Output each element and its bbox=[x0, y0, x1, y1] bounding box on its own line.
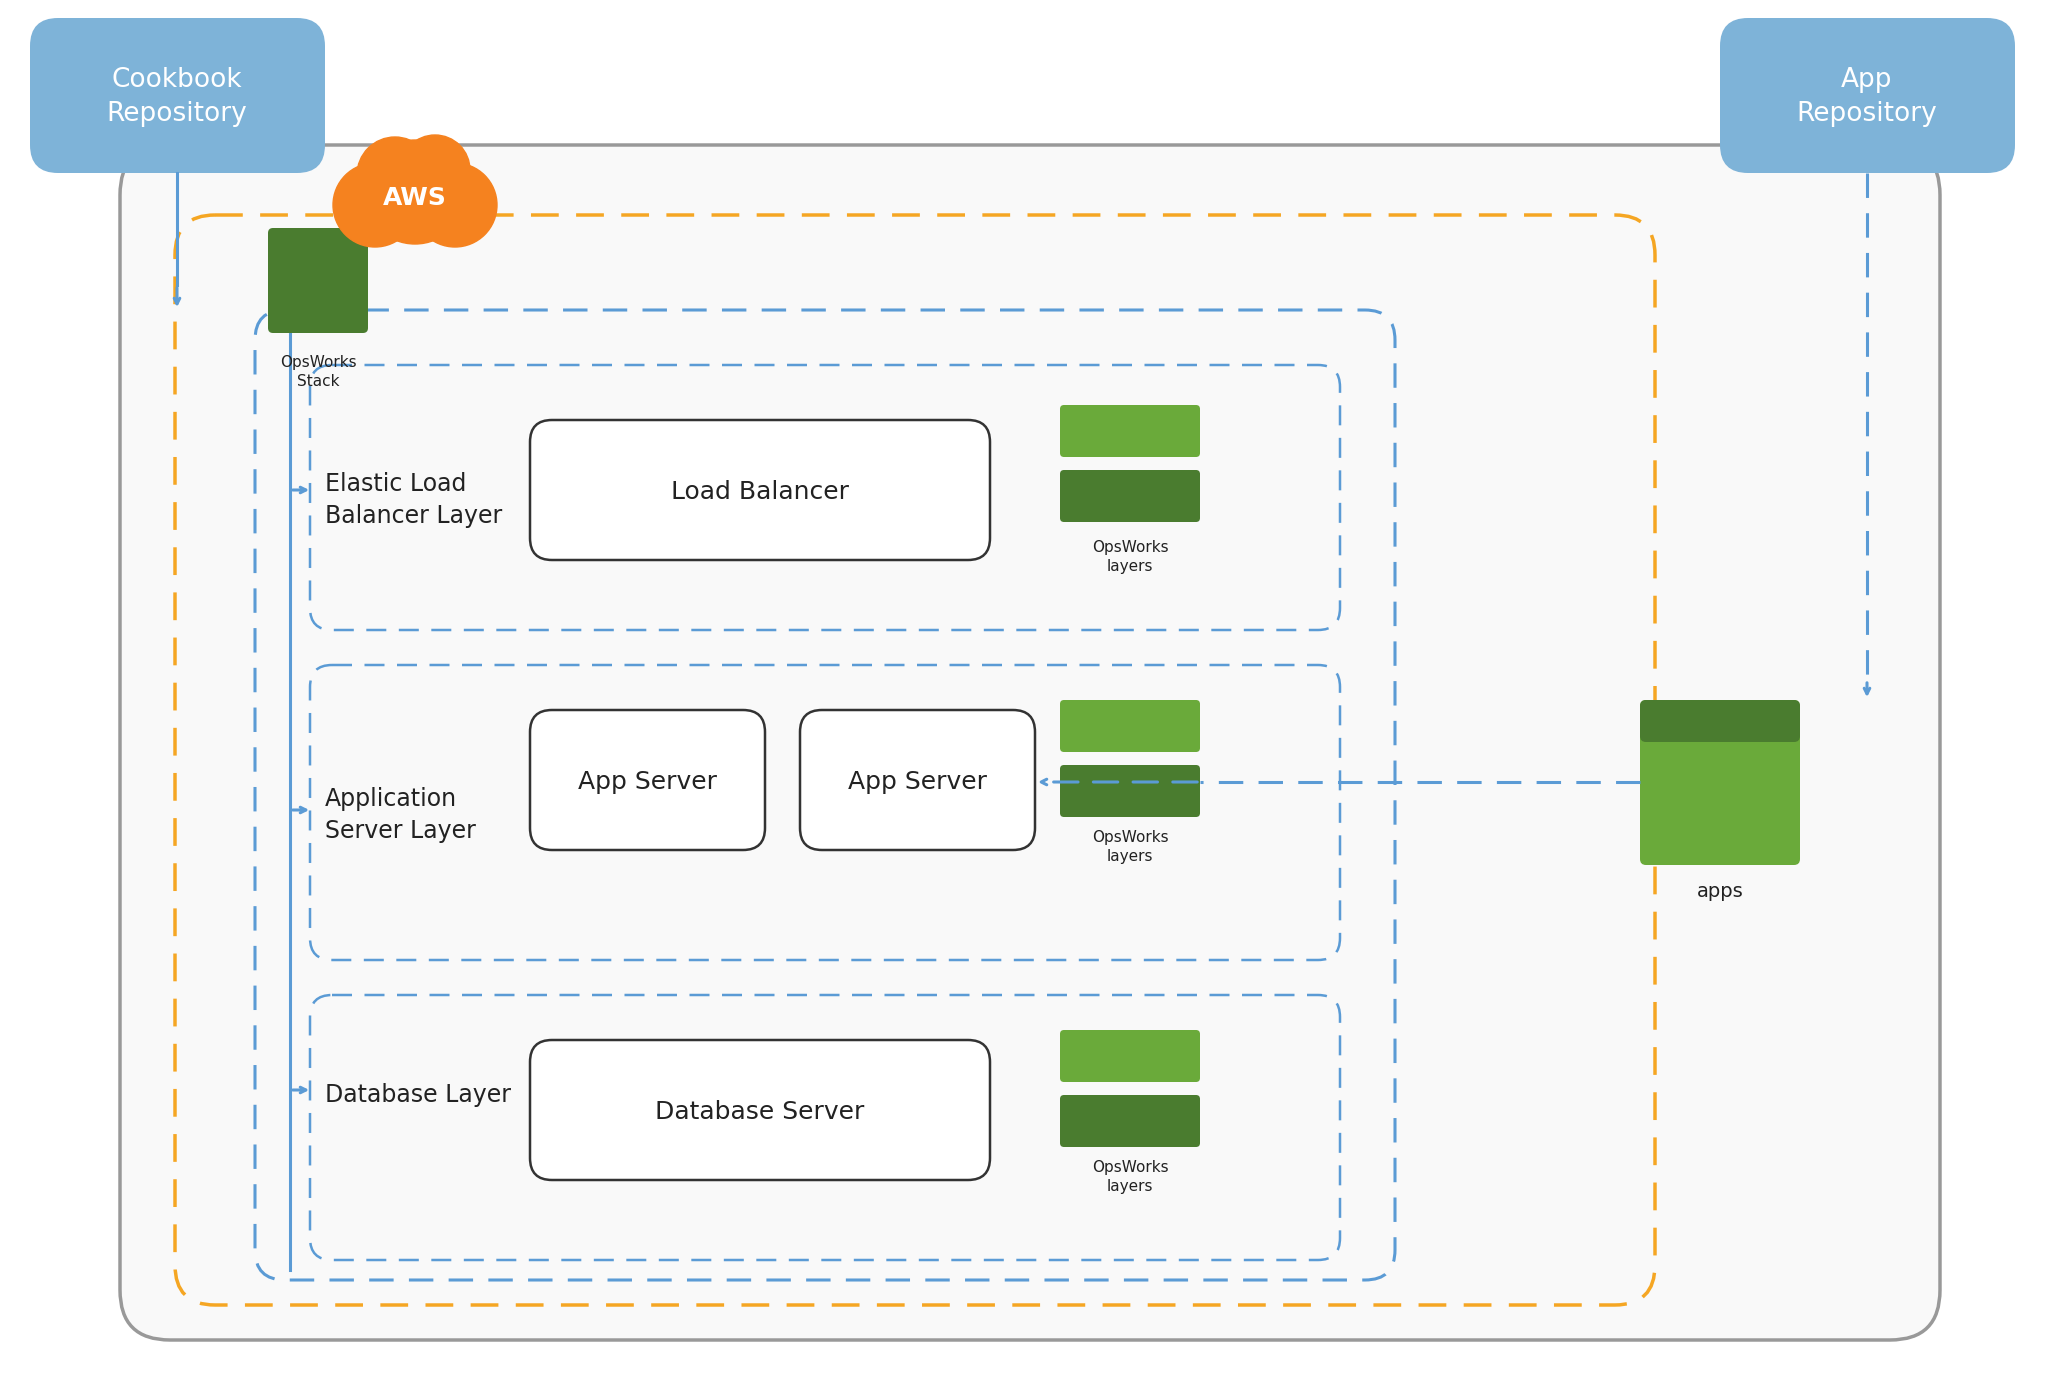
Circle shape bbox=[362, 140, 467, 245]
Circle shape bbox=[334, 163, 418, 247]
Text: Database Server: Database Server bbox=[655, 1099, 864, 1125]
FancyBboxPatch shape bbox=[530, 420, 989, 560]
FancyBboxPatch shape bbox=[801, 710, 1034, 851]
Circle shape bbox=[356, 138, 432, 213]
FancyBboxPatch shape bbox=[530, 1040, 989, 1180]
Text: App Server: App Server bbox=[578, 770, 717, 794]
FancyBboxPatch shape bbox=[1061, 1095, 1200, 1147]
Text: apps: apps bbox=[1696, 883, 1743, 901]
Text: Database Layer: Database Layer bbox=[326, 1083, 512, 1106]
Text: AWS: AWS bbox=[383, 186, 446, 210]
FancyBboxPatch shape bbox=[268, 228, 369, 334]
Text: OpsWorks
layers: OpsWorks layers bbox=[1092, 539, 1167, 574]
Circle shape bbox=[399, 135, 469, 204]
FancyBboxPatch shape bbox=[1061, 404, 1200, 457]
Text: OpsWorks
layers: OpsWorks layers bbox=[1092, 830, 1167, 863]
FancyBboxPatch shape bbox=[121, 145, 1939, 1340]
FancyBboxPatch shape bbox=[530, 710, 766, 851]
FancyBboxPatch shape bbox=[1640, 701, 1800, 742]
Text: App Server: App Server bbox=[848, 770, 987, 794]
FancyBboxPatch shape bbox=[31, 18, 326, 172]
Text: Application
Server Layer: Application Server Layer bbox=[326, 787, 475, 842]
Circle shape bbox=[414, 163, 498, 247]
FancyBboxPatch shape bbox=[1061, 1030, 1200, 1081]
Text: Load Balancer: Load Balancer bbox=[672, 480, 850, 505]
FancyBboxPatch shape bbox=[1061, 765, 1200, 817]
FancyBboxPatch shape bbox=[1061, 701, 1200, 752]
Text: App
Repository: App Repository bbox=[1796, 67, 1937, 126]
Text: OpsWorks
layers: OpsWorks layers bbox=[1092, 1161, 1167, 1194]
FancyBboxPatch shape bbox=[1061, 470, 1200, 523]
FancyBboxPatch shape bbox=[1720, 18, 2015, 172]
Text: OpsWorks
Stack: OpsWorks Stack bbox=[281, 354, 356, 389]
Text: Cookbook
Repository: Cookbook Repository bbox=[106, 67, 248, 126]
Text: Elastic Load
Balancer Layer: Elastic Load Balancer Layer bbox=[326, 473, 502, 528]
FancyBboxPatch shape bbox=[1640, 701, 1800, 865]
